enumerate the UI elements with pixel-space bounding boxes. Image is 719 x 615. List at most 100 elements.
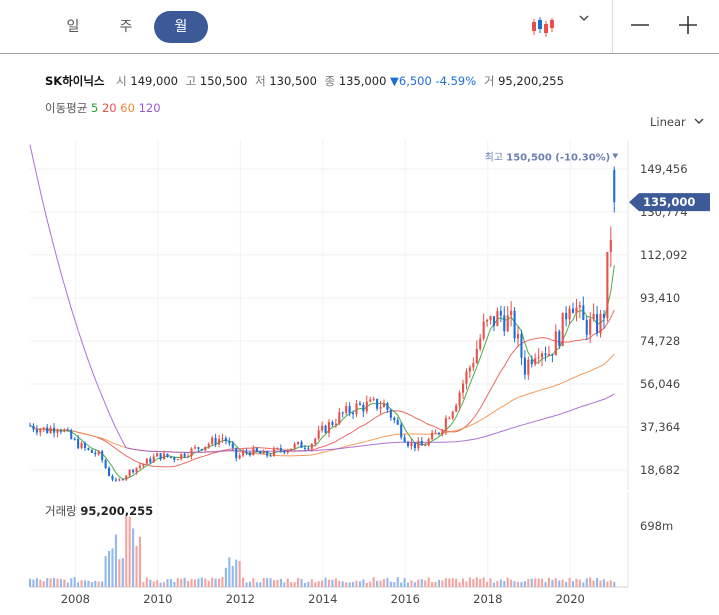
- close-label: 종: [324, 74, 336, 88]
- volume-bar: [242, 577, 245, 587]
- volume-bar: [204, 578, 207, 587]
- volume-bar: [190, 579, 193, 587]
- candle-body: [111, 476, 114, 480]
- volume-bar: [321, 580, 324, 587]
- volume-bar: [547, 577, 551, 587]
- volume-bar: [217, 578, 221, 587]
- volume-bar: [56, 578, 59, 587]
- candle-body: [114, 479, 117, 481]
- candle-body: [242, 451, 245, 456]
- candle-body: [94, 452, 97, 455]
- toolbar: 일 주 월: [0, 0, 719, 54]
- x-tick-label: 2016: [391, 592, 420, 606]
- low-value: 130,500: [269, 74, 317, 88]
- volume-bar: [293, 582, 296, 587]
- candle-body: [441, 430, 444, 435]
- candle-body: [42, 427, 45, 430]
- volume-bar: [121, 558, 124, 587]
- ma-5-label: 5: [90, 101, 99, 115]
- volume-bar: [352, 581, 355, 587]
- ma-120-line: [29, 144, 615, 454]
- volume-bar: [70, 578, 73, 587]
- price-chart[interactable]: 149,456130,774112,09293,41074,72856,0463…: [0, 140, 719, 492]
- candle-body: [166, 453, 169, 457]
- volume-bar: [132, 528, 135, 587]
- candle-body: [530, 359, 533, 365]
- volume-bar: [169, 579, 172, 587]
- volume-bar: [341, 581, 344, 587]
- volume-bar: [558, 580, 561, 587]
- candle-body: [437, 432, 441, 435]
- volume-bar: [437, 579, 441, 587]
- candle-body: [534, 358, 537, 365]
- candlestick-icon[interactable]: [530, 14, 556, 40]
- tab-weekly[interactable]: 주: [119, 19, 133, 35]
- volume-bar: [211, 577, 214, 587]
- volume-bar: [183, 577, 186, 587]
- candle-body: [516, 334, 520, 339]
- candle-body: [413, 442, 416, 449]
- candle-body: [503, 315, 506, 332]
- candle-body: [410, 442, 413, 447]
- candle-body: [214, 437, 217, 445]
- scale-mode-button[interactable]: Linear: [650, 115, 705, 129]
- candle-body: [83, 442, 87, 449]
- volume-value: 95,200,255: [498, 74, 564, 88]
- candle-body: [70, 430, 73, 439]
- candle-body: [228, 441, 231, 444]
- candle-body: [389, 409, 392, 418]
- plus-icon[interactable]: [673, 10, 703, 40]
- tab-monthly[interactable]: 월: [154, 11, 208, 43]
- candle-body: [496, 311, 499, 327]
- candle-body: [613, 169, 616, 203]
- volume-bar: [465, 581, 468, 587]
- volume-bar: [523, 581, 526, 587]
- minus-icon[interactable]: [625, 10, 655, 40]
- candle-body: [468, 367, 471, 372]
- chevron-down-icon[interactable]: [578, 13, 590, 23]
- candle-body: [458, 392, 461, 406]
- chevron-down-icon: [694, 118, 704, 124]
- candle-body: [348, 405, 351, 413]
- volume-bar: [599, 580, 602, 587]
- volume-bar: [114, 534, 117, 587]
- volume-bar: [46, 578, 49, 587]
- volume-bar: [479, 578, 482, 587]
- volume-bar: [331, 579, 334, 587]
- candle-body: [314, 438, 317, 444]
- candle-body: [513, 310, 516, 339]
- tab-daily[interactable]: 일: [66, 19, 80, 35]
- volume-chart[interactable]: 698m 2008 2010 2012 2014 2016 2018 2020: [0, 492, 719, 615]
- volume-bar: [193, 579, 197, 587]
- volume-bar: [197, 578, 200, 587]
- candle-body: [138, 465, 142, 468]
- volume-bar: [396, 577, 399, 587]
- candle-body: [176, 459, 179, 461]
- candle-body: [609, 239, 612, 252]
- candle-body: [444, 418, 447, 431]
- y-tick-label: 112,092: [640, 248, 688, 262]
- candle-body: [142, 463, 145, 466]
- candle-body: [80, 442, 83, 449]
- ma-5-line: [29, 265, 615, 480]
- volume-bar: [152, 581, 155, 587]
- ma-120-label: 120: [138, 101, 161, 115]
- volume-bar: [492, 582, 496, 587]
- volume-bar: [424, 580, 427, 587]
- volume-bar: [235, 559, 238, 587]
- volume-bar: [327, 579, 331, 587]
- candle-body: [424, 445, 427, 447]
- volume-bar: [107, 550, 111, 587]
- candle-body: [592, 314, 595, 319]
- y-tick-label: 56,046: [640, 377, 680, 391]
- ma-60-label: 60: [120, 101, 135, 115]
- volume-bar: [406, 582, 410, 587]
- candle-body: [180, 453, 183, 460]
- volume-bar: [365, 582, 368, 587]
- volume-bar: [245, 582, 248, 587]
- volume-bar: [104, 556, 107, 587]
- volume-bar: [276, 579, 279, 587]
- volume-bar: [458, 582, 461, 587]
- volume-bar: [35, 578, 38, 587]
- volume-bar: [585, 578, 588, 587]
